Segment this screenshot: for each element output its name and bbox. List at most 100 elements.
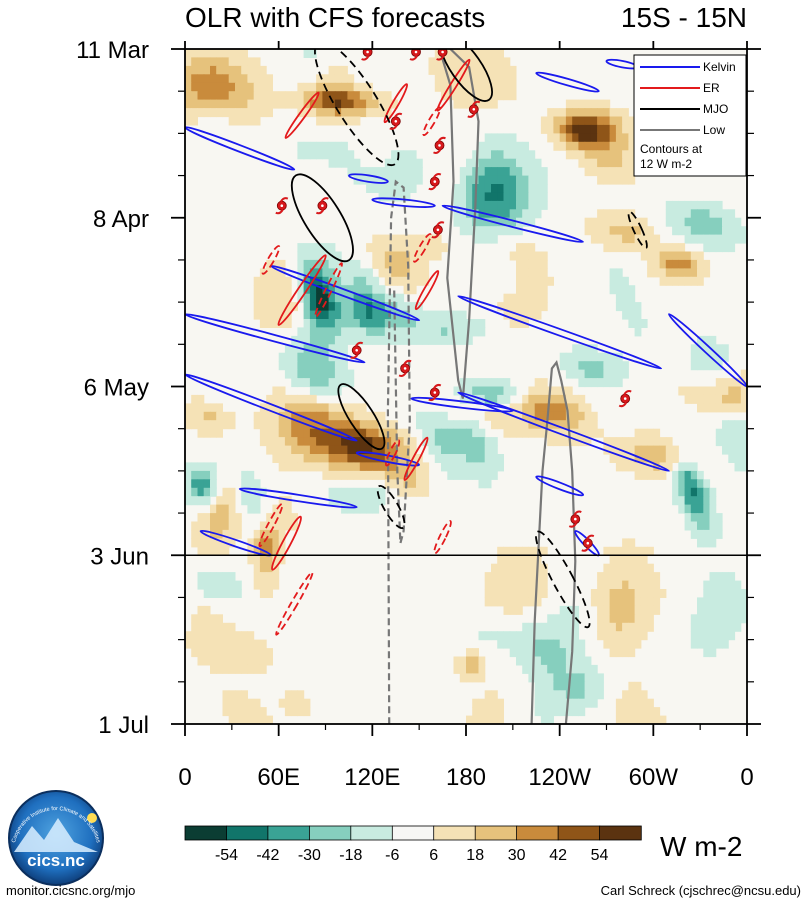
olr-anomaly-cell [578,673,586,683]
olr-anomaly-cell [291,707,298,717]
olr-anomaly-cell [603,639,611,649]
olr-anomaly-cell [222,49,230,58]
olr-anomaly-cell [715,614,723,624]
olr-anomaly-cell [278,386,286,396]
olr-anomaly-cell [416,234,423,244]
olr-anomaly-cell [328,293,336,303]
olr-anomaly-cell [291,445,298,455]
er-wave-contour [314,262,343,318]
olr-anomaly-cell [491,631,498,641]
olr-anomaly-cell [372,99,380,109]
olr-anomaly-cell [316,454,323,463]
olr-anomaly-cell [559,622,567,632]
olr-anomaly-cell [403,285,411,295]
olr-anomaly-cell [540,167,548,177]
olr-anomaly-cell [466,386,473,396]
olr-anomaly-cell [647,563,654,573]
olr-anomaly-cell [466,428,473,438]
olr-anomaly-cell [247,74,255,84]
footer-left-credit[interactable]: monitor.cicsnc.org/mjo [6,883,136,898]
olr-anomaly-cell [216,99,223,109]
olr-anomaly-cell [372,259,380,269]
olr-anomaly-cell [622,158,629,168]
olr-anomaly-cell [690,352,698,362]
olr-anomaly-cell [259,538,267,548]
olr-anomaly-cell [378,192,386,202]
olr-anomaly-cell [185,479,192,489]
olr-anomaly-cell [416,251,423,261]
olr-anomaly-cell [715,589,723,598]
olr-anomaly-cell [391,234,398,244]
olr-anomaly-cell [722,580,729,590]
olr-anomaly-cell [603,175,611,185]
er-wave-contour [422,106,442,137]
olr-anomaly-cell [509,217,517,227]
olr-anomaly-cell [241,707,248,717]
olr-anomaly-cell [584,99,592,109]
olr-anomaly-cell [259,572,267,582]
olr-anomaly-cell [441,243,448,253]
olr-anomaly-cell [197,428,205,438]
olr-anomaly-cell [210,656,217,666]
olr-anomaly-cell [378,99,386,109]
olr-anomaly-cell [353,462,361,472]
olr-anomaly-cell [597,209,604,219]
olr-anomaly-cell [647,226,654,236]
olr-anomaly-cell [378,411,386,421]
olr-anomaly-cell [491,386,498,396]
cyclone-arm [403,359,412,365]
olr-anomaly-cell [565,648,573,658]
olr-anomaly-cell [553,437,561,447]
olr-anomaly-cell [397,327,405,337]
olr-anomaly-cell [609,116,617,126]
olr-anomaly-cell [522,184,529,193]
olr-anomaly-cell [341,74,348,84]
olr-anomaly-cell [309,259,317,269]
olr-anomaly-cell [565,403,573,413]
olr-anomaly-cell [584,150,592,160]
olr-anomaly-cell [359,454,367,463]
olr-anomaly-cell [659,445,667,455]
olr-anomaly-cell [316,327,323,337]
olr-anomaly-cell [341,504,348,514]
olr-anomaly-cell [222,82,230,92]
olr-anomaly-cell [309,462,317,472]
olr-anomaly-cell [353,327,361,337]
olr-anomaly-cell [309,82,317,92]
olr-anomaly-cell [647,707,654,717]
olr-anomaly-cell [503,209,511,219]
olr-anomaly-cell [359,462,367,472]
olr-anomaly-cell [228,116,236,126]
olr-anomaly-cell [384,234,392,244]
olr-anomaly-cell [303,344,311,354]
olr-anomaly-cell [503,580,511,590]
olr-anomaly-cell [578,344,586,354]
olr-anomaly-cell [297,327,305,337]
olr-anomaly-cell [622,234,629,244]
olr-anomaly-cell [653,454,661,463]
olr-anomaly-cell [272,411,280,421]
cyclone-arm [354,341,364,347]
olr-anomaly-cell [278,496,286,506]
olr-anomaly-cell [597,572,604,582]
olr-anomaly-cell [478,217,486,227]
olr-anomaly-cell [434,243,442,253]
olr-anomaly-cell [291,698,298,708]
olr-anomaly-cell [547,133,554,143]
olr-anomaly-cell [391,454,398,463]
olr-anomaly-cell [522,589,529,598]
olr-anomaly-cell [603,141,611,151]
olr-anomaly-cell [547,715,554,724]
olr-anomaly-cell [559,437,567,447]
olr-anomaly-cell [734,420,742,430]
olr-anomaly-cell [540,411,548,421]
olr-anomaly-cell [341,445,348,455]
olr-anomaly-cell [210,108,217,118]
olr-anomaly-cell [409,335,417,345]
olr-anomaly-cell [703,209,711,219]
olr-anomaly-cell [434,234,442,244]
x-tick-label: 0 [178,764,191,791]
olr-anomaly-cell [534,209,542,219]
olr-anomaly-cell [328,437,336,447]
olr-anomaly-cell [241,487,248,497]
